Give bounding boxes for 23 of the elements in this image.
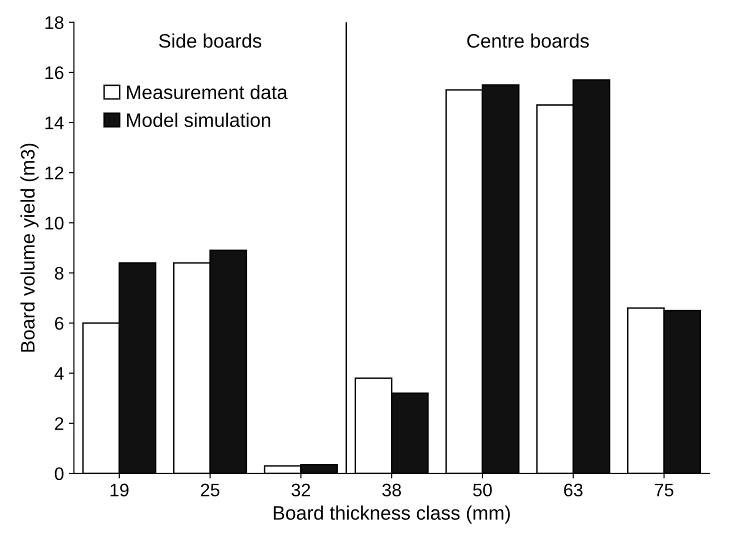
- y-tick-label: 6: [55, 316, 64, 330]
- y-tick-label: 14: [45, 116, 64, 130]
- legend-label: Model simulation: [127, 112, 270, 128]
- y-tick-label: 10: [45, 216, 64, 230]
- y-tick-label: 12: [45, 166, 64, 180]
- x-tick-label: 19: [110, 484, 128, 496]
- x-tick-label: 50: [473, 484, 492, 496]
- legend-label: Measurement data: [127, 84, 288, 100]
- x-tick-label: 75: [654, 484, 674, 496]
- x-axis-title: Board thickness class (mm): [274, 506, 510, 524]
- x-tick-label: 32: [292, 484, 310, 496]
- y-tick-label: 0: [54, 467, 64, 480]
- annotation: Centre boards: [467, 34, 589, 48]
- y-tick-label: 16: [45, 66, 64, 80]
- y-axis-title: Board volume yield (m3): [20, 144, 39, 352]
- y-tick-label: 18: [45, 16, 64, 29]
- x-tick-label: 25: [200, 484, 220, 496]
- y-tick-label: 8: [54, 266, 64, 280]
- y-tick-label: 4: [54, 367, 64, 380]
- annotation: Side boards: [159, 34, 262, 48]
- y-tick-label: 2: [55, 417, 64, 430]
- x-tick-label: 63: [564, 484, 582, 496]
- x-tick-label: 38: [382, 484, 401, 496]
